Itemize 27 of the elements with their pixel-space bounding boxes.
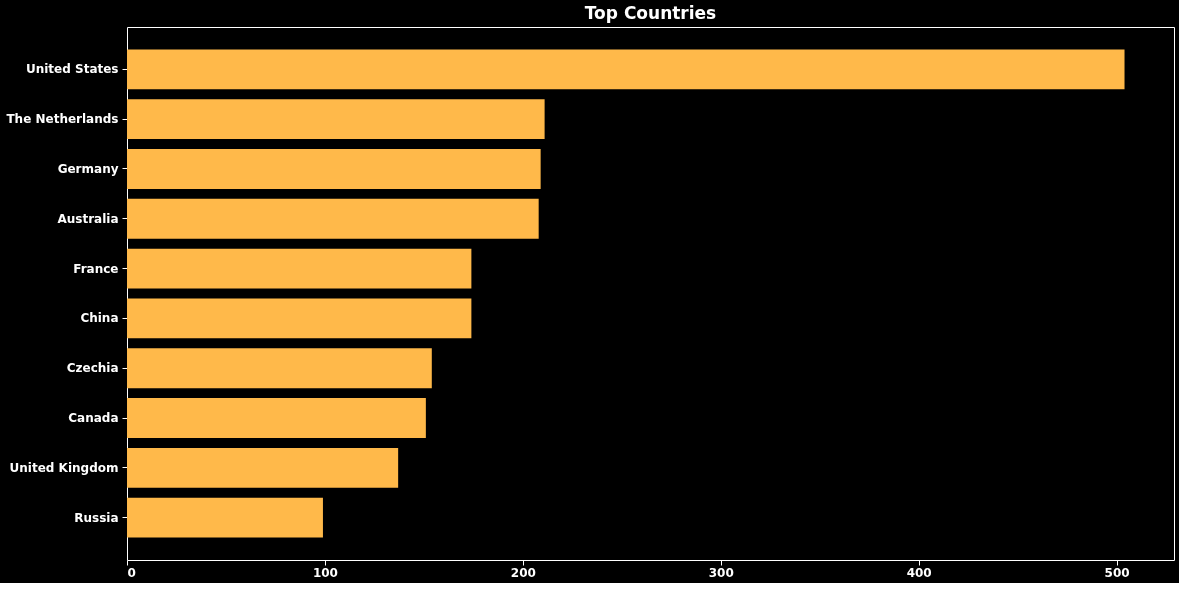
bar [127,49,1125,90]
x-tick-label: 300 [708,565,734,580]
bar [127,248,472,289]
y-tick-label: United Kingdom [9,460,119,475]
bar [127,99,545,140]
y-tick-label: The Netherlands [6,112,119,127]
bar [127,497,323,538]
y-tick-label: Czechia [66,361,119,376]
bar [127,298,472,339]
x-tick-label: 0 [127,565,136,580]
y-tick-label: Canada [68,411,119,426]
x-tick-label: 100 [312,565,338,580]
y-tick-label: United States [25,62,119,77]
y-tick-label: Australia [57,211,119,226]
bar [127,348,432,389]
y-tick-label: China [80,311,119,326]
bar [127,149,541,189]
x-tick-label: 500 [1104,565,1130,580]
y-tick-label: Germany [57,161,119,176]
x-tick-label: 400 [906,565,932,580]
y-tick-label: Russia [74,510,119,525]
bar [127,447,399,488]
y-tick-label: France [73,261,119,276]
bar [127,198,539,239]
bar [127,398,426,438]
x-tick-label: 200 [510,565,536,580]
chart-title: Top Countries [584,3,717,23]
